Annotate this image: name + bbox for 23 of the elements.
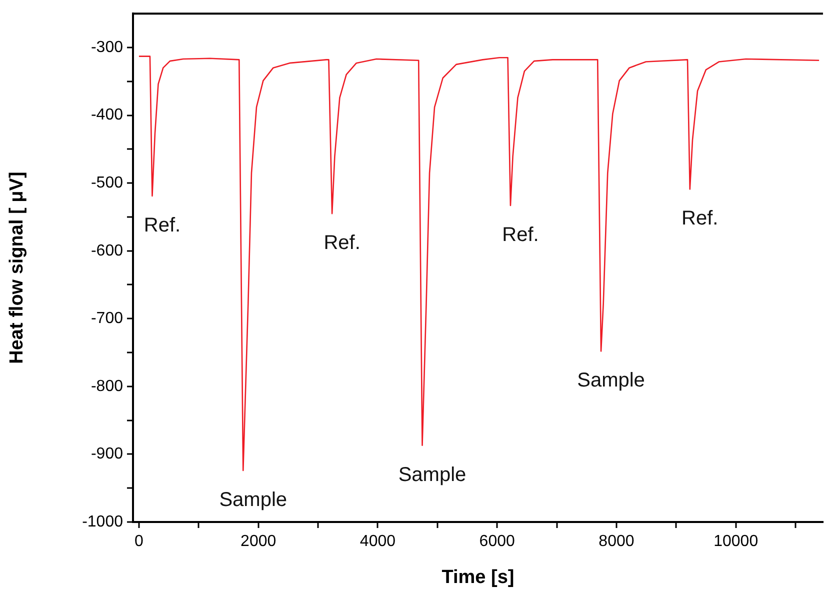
x-tick-label: 10000 xyxy=(714,533,758,550)
annotation: Ref. xyxy=(324,232,360,254)
x-axis-title: Time [s] xyxy=(442,566,514,588)
annotation: Sample xyxy=(398,464,466,486)
annotation: Ref. xyxy=(502,224,539,246)
annotation: Sample xyxy=(219,489,288,511)
y-tick-label: -400 xyxy=(90,106,124,124)
y-tick-label: -1000 xyxy=(82,513,124,530)
annotation: Ref. xyxy=(682,208,718,230)
y-tick-label: -300 xyxy=(90,38,124,56)
x-tick-label: 4000 xyxy=(360,533,396,550)
y-tick-label: -600 xyxy=(90,242,124,260)
annotation: Sample xyxy=(577,370,645,392)
x-tick-label: 6000 xyxy=(479,533,515,550)
x-tick-label: 2000 xyxy=(240,533,276,550)
x-tick-label: 0 xyxy=(134,533,144,550)
y-tick-label: -700 xyxy=(90,310,124,328)
y-tick-label: -800 xyxy=(90,378,124,395)
y-tick-label: -900 xyxy=(90,446,124,463)
y-axis-title: Heat flow signal [ μV] xyxy=(6,172,28,364)
annotation: Ref. xyxy=(144,214,181,236)
y-tick-label: -500 xyxy=(90,174,124,192)
x-tick-label: 8000 xyxy=(598,533,634,550)
